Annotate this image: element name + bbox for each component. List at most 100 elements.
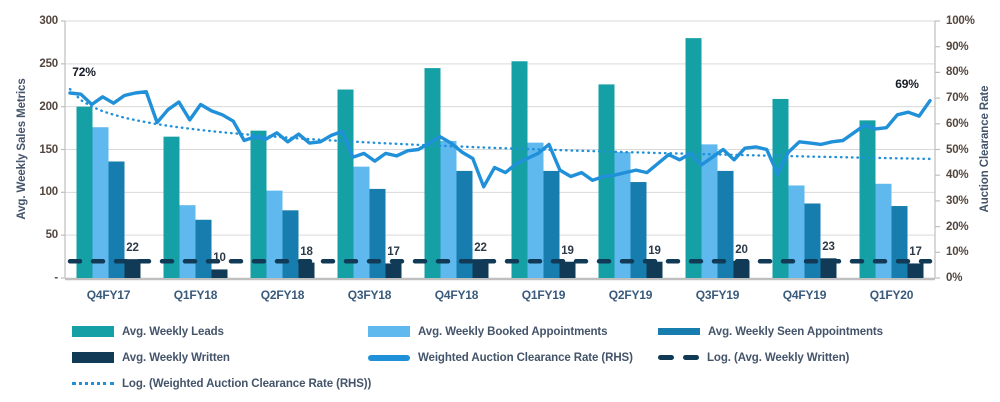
bar-avg-weekly-written-q2fy18 [298, 262, 315, 278]
x-axis-label-q4fy18: Q4FY18 [434, 288, 479, 302]
log-auction-clearance-rate-trendline [68, 87, 932, 161]
bar-avg-weekly-seen-appointments-q4fy17 [108, 161, 125, 278]
bar-avg-weekly-leads-q2fy18 [250, 130, 267, 278]
legend-item-avg-weekly-leads: Avg. Weekly Leads [72, 324, 368, 339]
legend-label: Avg. Weekly Seen Appointments [708, 325, 883, 338]
bar-data-label: 18 [300, 245, 313, 258]
bar-avg-weekly-written-q1fy20 [907, 263, 924, 278]
legend-label: Avg. Weekly Written [122, 351, 230, 364]
bar-avg-weekly-booked-appointments-q2fy18 [266, 190, 283, 278]
bar-avg-weekly-written-q4fy17 [124, 259, 141, 278]
bar-data-label: 20 [735, 243, 748, 256]
bar-avg-weekly-booked-appointments-q1fy19 [527, 142, 544, 278]
bar-avg-weekly-leads-q1fy19 [511, 61, 528, 278]
bar-data-label: 22 [474, 242, 487, 255]
x-axis-label-q1fy19: Q1FY19 [521, 288, 566, 302]
x-axis-label-q3fy18: Q3FY18 [347, 288, 392, 302]
legend-item-log-avg-weekly-written: Log. (Avg. Weekly Written) [658, 350, 972, 365]
bar-avg-weekly-leads-q4fy18 [424, 68, 441, 278]
left-axis-tick-label: 100 [39, 186, 58, 199]
bar-data-label: 19 [648, 244, 661, 257]
legend-label: Avg. Weekly Booked Appointments [418, 325, 608, 338]
legend-label: Weighted Auction Clearance Rate (RHS) [418, 351, 633, 364]
legend-item-avg-weekly-booked-appointments: Avg. Weekly Booked Appointments [368, 324, 658, 339]
left-axis-tick-label: 50 [45, 229, 59, 242]
bar-avg-weekly-seen-appointments-q2fy19 [630, 182, 647, 278]
bar-avg-weekly-booked-appointments-q2fy19 [614, 152, 631, 278]
left-axis-title: Avg. Weekly Sales Metrics [16, 78, 28, 220]
bar-avg-weekly-leads-q2fy19 [598, 84, 615, 278]
chart-legend: Avg. Weekly Leads Avg. Weekly Booked Appo… [72, 324, 972, 391]
bar-avg-weekly-written-q3fy19 [733, 260, 750, 278]
legend-swatch [658, 355, 699, 360]
left-axis-tick-label: 300 [39, 15, 58, 27]
bar-avg-weekly-seen-appointments-q3fy19 [717, 170, 734, 278]
bar-avg-weekly-leads-q4fy19 [772, 98, 789, 278]
legend-swatch [72, 352, 114, 363]
bar-avg-weekly-booked-appointments-q4fy18 [440, 140, 457, 278]
bar-avg-weekly-written-q2fy19 [646, 261, 663, 278]
bar-avg-weekly-seen-appointments-q1fy19 [543, 170, 560, 278]
bar-avg-weekly-booked-appointments-q1fy20 [875, 183, 892, 278]
legend-swatch [368, 326, 410, 337]
right-axis-tick-label: 70% [946, 92, 969, 105]
weighted-auction-clearance-rate-line [68, 89, 932, 189]
bar-avg-weekly-written-q4fy18 [472, 259, 489, 278]
right-axis-tick-label: 50% [946, 143, 969, 156]
legend-item-avg-weekly-written: Avg. Weekly Written [72, 350, 368, 365]
legend-swatch [72, 382, 114, 385]
bar-avg-weekly-seen-appointments-q4fy18 [456, 170, 473, 278]
bar-avg-weekly-written-q1fy19 [559, 261, 576, 278]
bar-data-label: 23 [822, 241, 835, 254]
x-axis-label-q3fy19: Q3FY19 [695, 288, 740, 302]
left-axis-tick-label: 150 [39, 143, 58, 156]
x-axis-label-q2fy19: Q2FY19 [608, 288, 653, 302]
right-axis-tick-label: 0% [946, 272, 963, 284]
x-axis-label-q4fy17: Q4FY17 [86, 288, 131, 302]
right-axis-tick-label: 10% [946, 246, 969, 259]
left-axis-tick-label: 200 [39, 100, 58, 113]
bar-data-label: 17 [909, 246, 922, 259]
bar-avg-weekly-booked-appointments-q4fy19 [788, 185, 805, 278]
legend-label: Log. (Avg. Weekly Written) [707, 351, 850, 364]
right-axis-tick-label: 30% [946, 194, 969, 207]
line-end-annotation: 69% [895, 76, 919, 91]
left-axis-tick-label: 250 [39, 57, 58, 70]
legend-item-avg-weekly-seen-appointments: Avg. Weekly Seen Appointments [658, 324, 972, 339]
right-axis-tick-label: 40% [946, 169, 969, 182]
x-axis-label-q4fy19: Q4FY19 [782, 288, 827, 302]
legend-label: Log. (Weighted Auction Clearance Rate (R… [122, 377, 372, 390]
bar-avg-weekly-booked-appointments-q1fy18 [179, 205, 196, 278]
bar-avg-weekly-booked-appointments-q3fy19 [701, 144, 718, 278]
legend-swatch [368, 354, 410, 361]
bar-avg-weekly-booked-appointments-q4fy17 [92, 127, 109, 278]
line-start-annotation: 72% [72, 64, 96, 79]
right-axis-tick-label: 100% [946, 15, 975, 27]
right-axis-tick-label: 90% [946, 40, 969, 53]
bar-data-label: 10 [213, 252, 226, 265]
right-axis-title: Auction Clearance Rate [979, 85, 991, 213]
bar-data-label: 19 [561, 244, 574, 257]
right-axis-tick-label: 60% [946, 117, 969, 130]
left-axis-tick-label: - [54, 272, 58, 284]
bar-avg-weekly-seen-appointments-q2fy18 [282, 210, 299, 278]
x-axis-label-q2fy18: Q2FY18 [260, 288, 305, 302]
x-axis-label-q1fy20: Q1FY20 [869, 288, 914, 302]
legend-swatch [658, 328, 700, 335]
bar-avg-weekly-written-q1fy18 [211, 269, 228, 278]
bar-avg-weekly-seen-appointments-q1fy20 [891, 206, 908, 278]
bar-avg-weekly-leads-q4fy17 [76, 106, 93, 279]
bar-avg-weekly-leads-q1fy20 [859, 120, 876, 278]
bar-avg-weekly-seen-appointments-q3fy18 [369, 188, 386, 278]
right-axis-tick-label: 80% [946, 66, 969, 79]
bar-avg-weekly-written-q3fy18 [385, 263, 402, 278]
bar-avg-weekly-leads-q1fy18 [163, 136, 180, 278]
bar-avg-weekly-seen-appointments-q1fy18 [195, 219, 212, 278]
bar-avg-weekly-booked-appointments-q3fy18 [353, 166, 370, 278]
bar-data-label: 22 [126, 242, 139, 255]
x-axis-label-q1fy18: Q1FY18 [173, 288, 218, 302]
right-axis-tick-label: 20% [946, 220, 969, 233]
bar-avg-weekly-leads-q3fy18 [337, 89, 354, 279]
